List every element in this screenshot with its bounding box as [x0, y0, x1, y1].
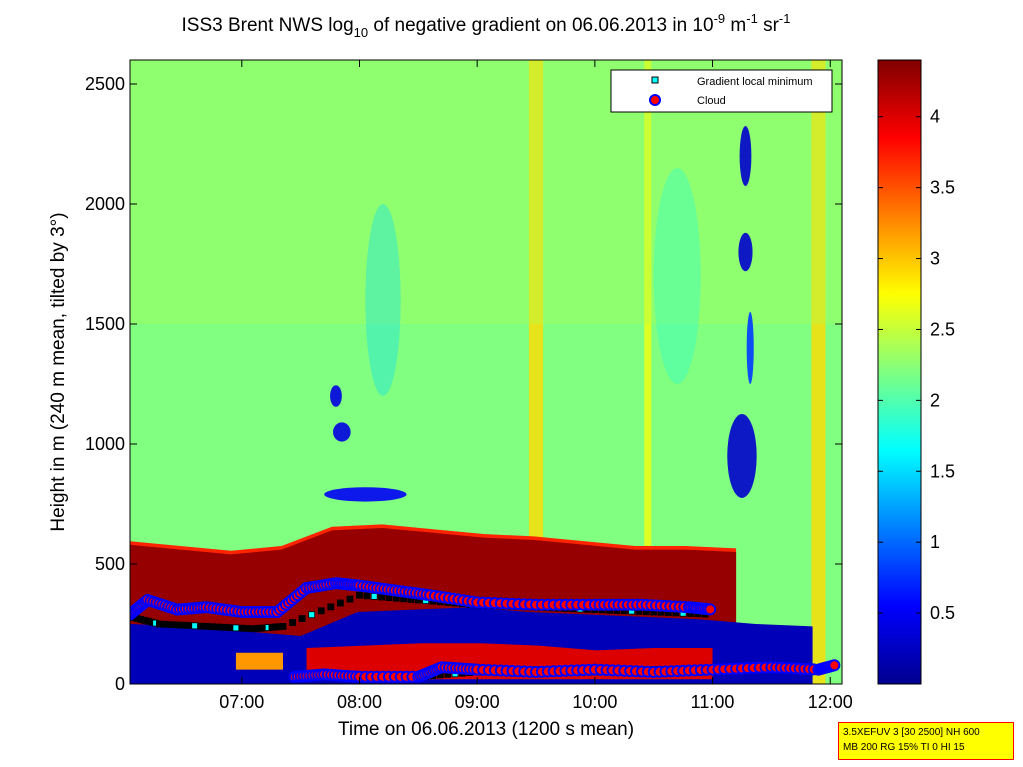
title-middle: of negative gradient on 06.06.2013 in 10 — [368, 15, 713, 36]
upper-cloud-track-marker — [704, 603, 717, 616]
colorbar-ticks: 0.5 1 1.5 2 2.5 3 3.5 4 — [878, 107, 955, 623]
upper-minimum-track-marker — [289, 619, 296, 626]
upper-minimum-track-marker — [220, 623, 228, 631]
colorbar-tick-label: 2.5 — [930, 319, 955, 339]
low-value-patch-3 — [727, 414, 757, 498]
settings-line-2: MB 200 RG 15% TI 0 HI 15 — [843, 742, 965, 753]
title-log-base: 10 — [354, 25, 368, 40]
colorbar-tick-label: 4 — [930, 107, 940, 127]
upper-minimum-track-marker — [356, 591, 363, 599]
y-axis-label: Height in m (240 m mean, tilted by 3°) — [48, 212, 69, 531]
title-prefix: ISS3 Brent NWS log — [182, 15, 354, 36]
upper-minimum-track-marker — [197, 622, 205, 630]
upper-minimum-track-marker — [191, 622, 199, 630]
x-tick-label: 09:00 — [455, 692, 500, 712]
upper-minimum-track-marker — [214, 623, 222, 631]
settings-line-1: 3.5XEFUV 3 [30 2500] NH 600 — [843, 727, 980, 738]
orange-patch-0705 — [235, 652, 283, 670]
title-exp1: -9 — [714, 11, 726, 26]
upper-minimum-track-marker — [167, 621, 175, 628]
colorbar-tick-label: 3.5 — [930, 178, 955, 198]
settings-annotation: 3.5XEFUV 3 [30 2500] NH 600 MB 200 RG 15… — [838, 722, 1014, 760]
legend-marker-gradient-min — [651, 76, 659, 84]
x-tick-label: 11:00 — [691, 692, 735, 712]
upper-minimum-track-marker — [363, 592, 371, 600]
y-tick-label: 1000 — [85, 434, 125, 454]
upper-minimum-track-marker — [346, 595, 354, 603]
y-tick-label: 2000 — [85, 194, 125, 214]
upper-minimum-track-marker — [308, 611, 316, 619]
upper-minimum-track-marker — [226, 624, 234, 631]
low-value-patch-6 — [746, 312, 754, 384]
upper-minimum-track-marker — [173, 621, 181, 629]
plot-frame — [129, 59, 843, 685]
high-value-stripe-1 — [811, 60, 826, 684]
title-unit1: m — [725, 15, 746, 36]
colorbar-tick-label: 3 — [930, 249, 940, 269]
high-value-stripe-2 — [644, 60, 652, 684]
x-tick-label: 07:00 — [219, 692, 264, 712]
legend-label-gradient-min: Gradient local minimum — [697, 76, 813, 88]
title-exp3: -1 — [779, 11, 791, 26]
low-value-patch-2 — [324, 487, 407, 502]
title-unit2: sr — [758, 15, 780, 36]
upper-minimum-track-marker — [208, 623, 216, 631]
upper-minimum-track-marker — [317, 607, 325, 615]
title-exp2: -1 — [746, 11, 758, 26]
legend-label-cloud: Cloud — [697, 95, 726, 107]
colorbar-tick-label: 1.5 — [930, 461, 955, 481]
low-value-patch-1 — [330, 385, 342, 407]
upper-minimum-track-marker — [327, 603, 335, 611]
colorbar: 0.5 1 1.5 2 2.5 3 3.5 4 — [877, 59, 955, 685]
upper-minimum-track-marker — [279, 623, 287, 630]
colorbar-tick-label: 2 — [930, 390, 940, 410]
low-value-patch-4 — [739, 126, 752, 186]
chart-title: ISS3 Brent NWS log10 of negative gradien… — [182, 11, 791, 40]
y-axis: 0 500 1000 1500 2000 2500 — [85, 74, 842, 694]
upper-minimum-track-marker — [370, 593, 378, 600]
x-axis: 07:00 08:00 09:00 10:00 11:00 12:00 — [219, 60, 853, 712]
high-value-stripe-0 — [528, 60, 544, 684]
x-axis-label: Time on 06.06.2013 (1200 s mean) — [338, 719, 634, 740]
colorbar-tick-label: 1 — [930, 532, 940, 552]
upper-minimum-track-marker — [161, 620, 169, 628]
y-tick-label: 2500 — [85, 74, 125, 94]
low-value-patch-0 — [333, 422, 351, 442]
low-value-patch-7 — [365, 204, 401, 396]
upper-minimum-track-marker — [232, 624, 240, 632]
upper-minimum-track-marker — [244, 625, 252, 632]
legend-box — [610, 69, 833, 113]
low-value-patch-5 — [738, 232, 753, 272]
y-tick-label: 500 — [95, 554, 125, 574]
legend-marker-cloud — [649, 94, 661, 106]
x-tick-label: 12:00 — [808, 692, 853, 712]
low-value-patch-8 — [653, 168, 701, 384]
heatmap-area — [130, 60, 842, 684]
upper-minimum-track-marker — [336, 599, 344, 607]
y-tick-label: 1500 — [85, 314, 125, 334]
lower-cloud-track-marker — [828, 659, 841, 672]
y-tick-label: 0 — [115, 674, 125, 694]
x-tick-label: 08:00 — [337, 692, 382, 712]
upper-minimum-track-marker — [298, 615, 306, 622]
heatmap-patches — [324, 126, 757, 502]
upper-minimum-track-marker — [185, 622, 193, 629]
upper-minimum-track-marker — [156, 620, 163, 628]
colorbar-gradient — [877, 59, 922, 685]
upper-minimum-track-marker — [238, 624, 246, 632]
legend: Gradient local minimum Cloud — [610, 69, 833, 113]
x-tick-label: 10:00 — [572, 692, 617, 712]
upper-minimum-track-marker — [179, 621, 187, 629]
upper-minimum-track-marker — [203, 623, 210, 630]
colorbar-tick-label: 0.5 — [930, 603, 955, 623]
cloud-markers — [130, 577, 841, 683]
